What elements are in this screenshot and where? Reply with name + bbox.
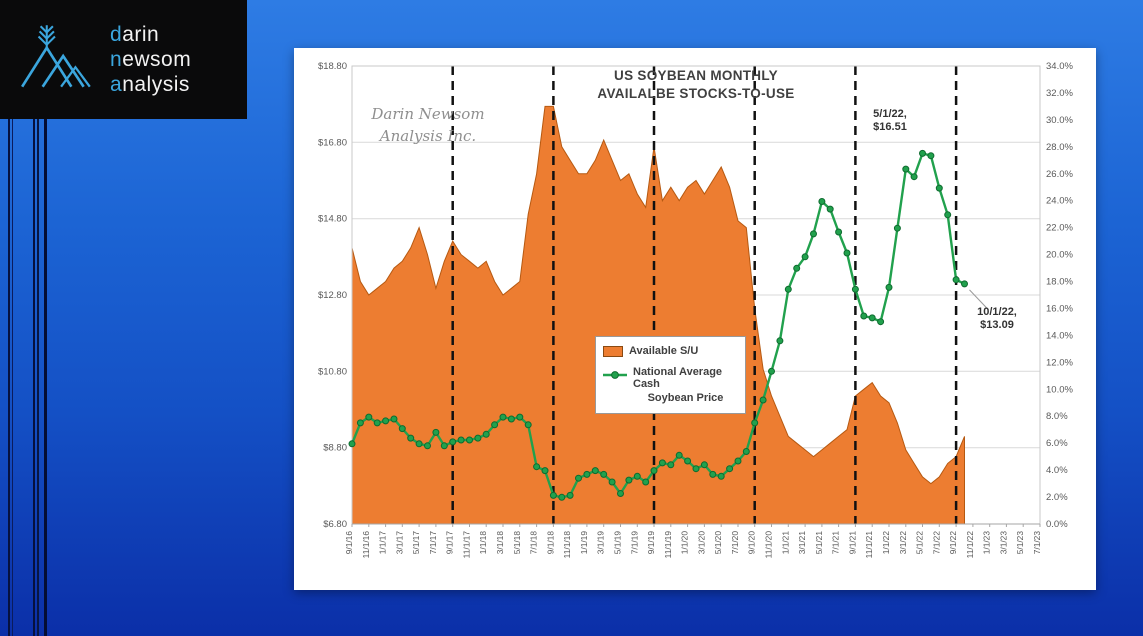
svg-text:7/1/19: 7/1/19 bbox=[629, 531, 639, 555]
svg-text:0.0%: 0.0% bbox=[1046, 519, 1068, 530]
svg-text:24.0%: 24.0% bbox=[1046, 196, 1073, 207]
svg-text:1/1/18: 1/1/18 bbox=[478, 531, 488, 555]
svg-text:1/1/23: 1/1/23 bbox=[982, 531, 992, 555]
svg-text:1/1/22: 1/1/22 bbox=[881, 531, 891, 555]
chart-title: US SOYBEAN MONTHLY AVAILALBE STOCKS-TO-U… bbox=[494, 68, 898, 101]
chart-title-line2: AVAILALBE STOCKS-TO-USE bbox=[597, 86, 795, 101]
svg-text:16.0%: 16.0% bbox=[1046, 304, 1073, 315]
svg-text:7/1/23: 7/1/23 bbox=[1032, 531, 1042, 555]
svg-text:1/1/19: 1/1/19 bbox=[579, 531, 589, 555]
svg-text:9/1/19: 9/1/19 bbox=[646, 531, 656, 555]
svg-text:11/1/21: 11/1/21 bbox=[864, 531, 874, 559]
decorative-stripe bbox=[33, 119, 35, 636]
decorative-stripe bbox=[44, 119, 47, 636]
svg-text:$8.80: $8.80 bbox=[323, 443, 347, 454]
svg-text:11/1/19: 11/1/19 bbox=[663, 531, 673, 559]
svg-text:28.0%: 28.0% bbox=[1046, 142, 1073, 153]
svg-text:4.0%: 4.0% bbox=[1046, 465, 1068, 476]
svg-text:$16.80: $16.80 bbox=[318, 137, 347, 148]
svg-text:$6.80: $6.80 bbox=[323, 519, 347, 530]
stocks-to-use-chart: $6.80 $8.80 $10.80 $12.80 $14.80 $16.80 $18.80… bbox=[318, 61, 1074, 559]
annotation-peak-price: 5/1/22, $16.51 bbox=[873, 108, 907, 133]
svg-text:3/1/19: 3/1/19 bbox=[596, 531, 606, 555]
svg-text:32.0%: 32.0% bbox=[1046, 88, 1073, 99]
svg-text:1/1/20: 1/1/20 bbox=[680, 531, 690, 555]
brand-logo: darin newsom analysis bbox=[0, 0, 247, 119]
legend-area-label: Available S/U bbox=[629, 345, 699, 357]
watermark: Darin Newsom Analysis Inc. bbox=[371, 105, 485, 145]
svg-text:9/1/21: 9/1/21 bbox=[847, 531, 857, 555]
brand-line-1: darin bbox=[110, 23, 160, 46]
svg-text:$14.80: $14.80 bbox=[318, 214, 347, 225]
svg-text:1/1/21: 1/1/21 bbox=[780, 531, 790, 555]
svg-text:5/1/21: 5/1/21 bbox=[814, 531, 824, 555]
svg-text:11/1/17: 11/1/17 bbox=[462, 531, 472, 559]
svg-text:$12.80: $12.80 bbox=[318, 290, 347, 301]
svg-text:$18.80: $18.80 bbox=[318, 61, 347, 72]
chart-legend: Available S/U National Average Cash Soyb… bbox=[595, 336, 746, 414]
svg-text:3/1/22: 3/1/22 bbox=[898, 531, 908, 555]
svg-text:6.0%: 6.0% bbox=[1046, 438, 1068, 449]
svg-text:7/1/20: 7/1/20 bbox=[730, 531, 740, 555]
svg-text:20.0%: 20.0% bbox=[1046, 250, 1073, 261]
svg-text:2.0%: 2.0% bbox=[1046, 492, 1068, 503]
chart-panel: $6.80 $8.80 $10.80 $12.80 $14.80 $16.80 $18.80… bbox=[294, 48, 1096, 590]
svg-text:9/1/22: 9/1/22 bbox=[948, 531, 958, 555]
svg-text:9/1/20: 9/1/20 bbox=[747, 531, 757, 555]
svg-text:9/1/17: 9/1/17 bbox=[445, 531, 455, 555]
svg-text:1/1/17: 1/1/17 bbox=[378, 531, 388, 555]
decorative-stripe bbox=[37, 119, 39, 636]
svg-text:5/1/20: 5/1/20 bbox=[713, 531, 723, 555]
svg-text:5/1/22: 5/1/22 bbox=[915, 531, 925, 555]
svg-text:14.0%: 14.0% bbox=[1046, 330, 1073, 341]
svg-text:9/1/16: 9/1/16 bbox=[344, 531, 354, 555]
annotation-latest-price: 10/1/22, $13.09 bbox=[977, 306, 1017, 331]
area-swatch-icon bbox=[603, 345, 623, 357]
svg-text:5/1/19: 5/1/19 bbox=[613, 531, 623, 555]
svg-text:11/1/16: 11/1/16 bbox=[361, 531, 371, 559]
svg-text:7/1/18: 7/1/18 bbox=[529, 531, 539, 555]
svg-text:7/1/22: 7/1/22 bbox=[931, 531, 941, 555]
legend-item-cash-price: National Average Cash Soybean Price bbox=[603, 366, 738, 404]
brand-line-3: analysis bbox=[110, 73, 190, 96]
svg-text:9/1/18: 9/1/18 bbox=[545, 531, 555, 555]
svg-text:3/1/18: 3/1/18 bbox=[495, 531, 505, 555]
brand-line-2: newsom bbox=[110, 48, 192, 71]
svg-text:30.0%: 30.0% bbox=[1046, 115, 1073, 126]
decorative-stripe bbox=[12, 119, 13, 636]
svg-text:3/1/20: 3/1/20 bbox=[696, 531, 706, 555]
svg-text:34.0%: 34.0% bbox=[1046, 61, 1073, 72]
svg-text:3/1/23: 3/1/23 bbox=[998, 531, 1008, 555]
svg-text:22.0%: 22.0% bbox=[1046, 223, 1073, 234]
decorative-stripe bbox=[8, 119, 10, 636]
svg-text:10.0%: 10.0% bbox=[1046, 384, 1073, 395]
legend-item-available-su: Available S/U bbox=[603, 345, 738, 357]
chart-title-line1: US SOYBEAN MONTHLY bbox=[614, 68, 778, 83]
svg-text:3/1/21: 3/1/21 bbox=[797, 531, 807, 555]
line-swatch-icon bbox=[603, 370, 627, 383]
svg-text:3/1/17: 3/1/17 bbox=[394, 531, 404, 555]
svg-text:26.0%: 26.0% bbox=[1046, 169, 1073, 180]
svg-text:11/1/18: 11/1/18 bbox=[562, 531, 572, 559]
legend-line-label: National Average Cash Soybean Price bbox=[633, 366, 724, 404]
svg-text:5/1/18: 5/1/18 bbox=[512, 531, 522, 555]
svg-text:5/1/17: 5/1/17 bbox=[411, 531, 421, 555]
svg-text:12.0%: 12.0% bbox=[1046, 357, 1073, 368]
mountain-wheat-icon bbox=[16, 22, 98, 97]
brand-wordmark: darin newsom analysis bbox=[110, 22, 191, 97]
svg-text:$10.80: $10.80 bbox=[318, 366, 347, 377]
svg-text:11/1/22: 11/1/22 bbox=[965, 531, 975, 559]
svg-text:8.0%: 8.0% bbox=[1046, 411, 1068, 422]
svg-text:18.0%: 18.0% bbox=[1046, 277, 1073, 288]
svg-text:5/1/23: 5/1/23 bbox=[1015, 531, 1025, 555]
svg-text:7/1/21: 7/1/21 bbox=[831, 531, 841, 555]
svg-text:11/1/20: 11/1/20 bbox=[764, 531, 774, 559]
svg-text:7/1/17: 7/1/17 bbox=[428, 531, 438, 555]
